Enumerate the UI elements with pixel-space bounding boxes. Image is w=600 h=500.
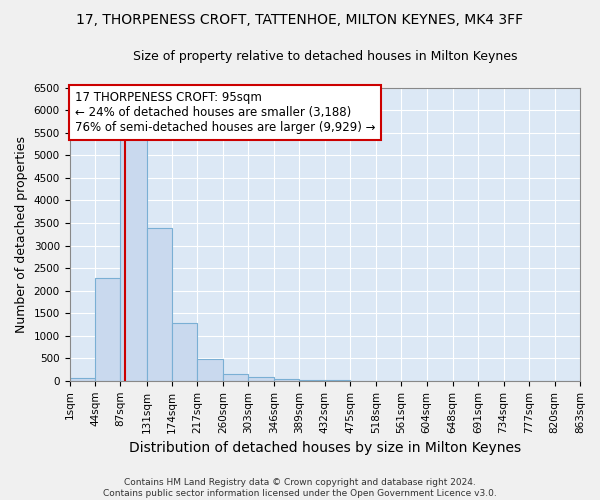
Bar (172, 322, 197, 381)
Bar (223, 374, 248, 381)
Bar (274, 379, 299, 381)
Text: Contains HM Land Registry data © Crown copyright and database right 2024.
Contai: Contains HM Land Registry data © Crown c… (103, 478, 497, 498)
Bar (70, 378, 95, 381)
Text: 17, THORPENESS CROFT, TATTENHOE, MILTON KEYNES, MK4 3FF: 17, THORPENESS CROFT, TATTENHOE, MILTON … (76, 12, 524, 26)
X-axis label: Distribution of detached houses by size in Milton Keynes: Distribution of detached houses by size … (129, 441, 521, 455)
Bar (248, 377, 274, 381)
Bar (299, 380, 325, 381)
Bar (95, 278, 121, 381)
Bar (197, 359, 223, 381)
Bar (121, 135, 146, 381)
Title: Size of property relative to detached houses in Milton Keynes: Size of property relative to detached ho… (133, 50, 517, 63)
Text: 17 THORPENESS CROFT: 95sqm
← 24% of detached houses are smaller (3,188)
76% of s: 17 THORPENESS CROFT: 95sqm ← 24% of deta… (74, 90, 375, 134)
Y-axis label: Number of detached properties: Number of detached properties (15, 136, 28, 333)
Bar (146, 228, 172, 381)
